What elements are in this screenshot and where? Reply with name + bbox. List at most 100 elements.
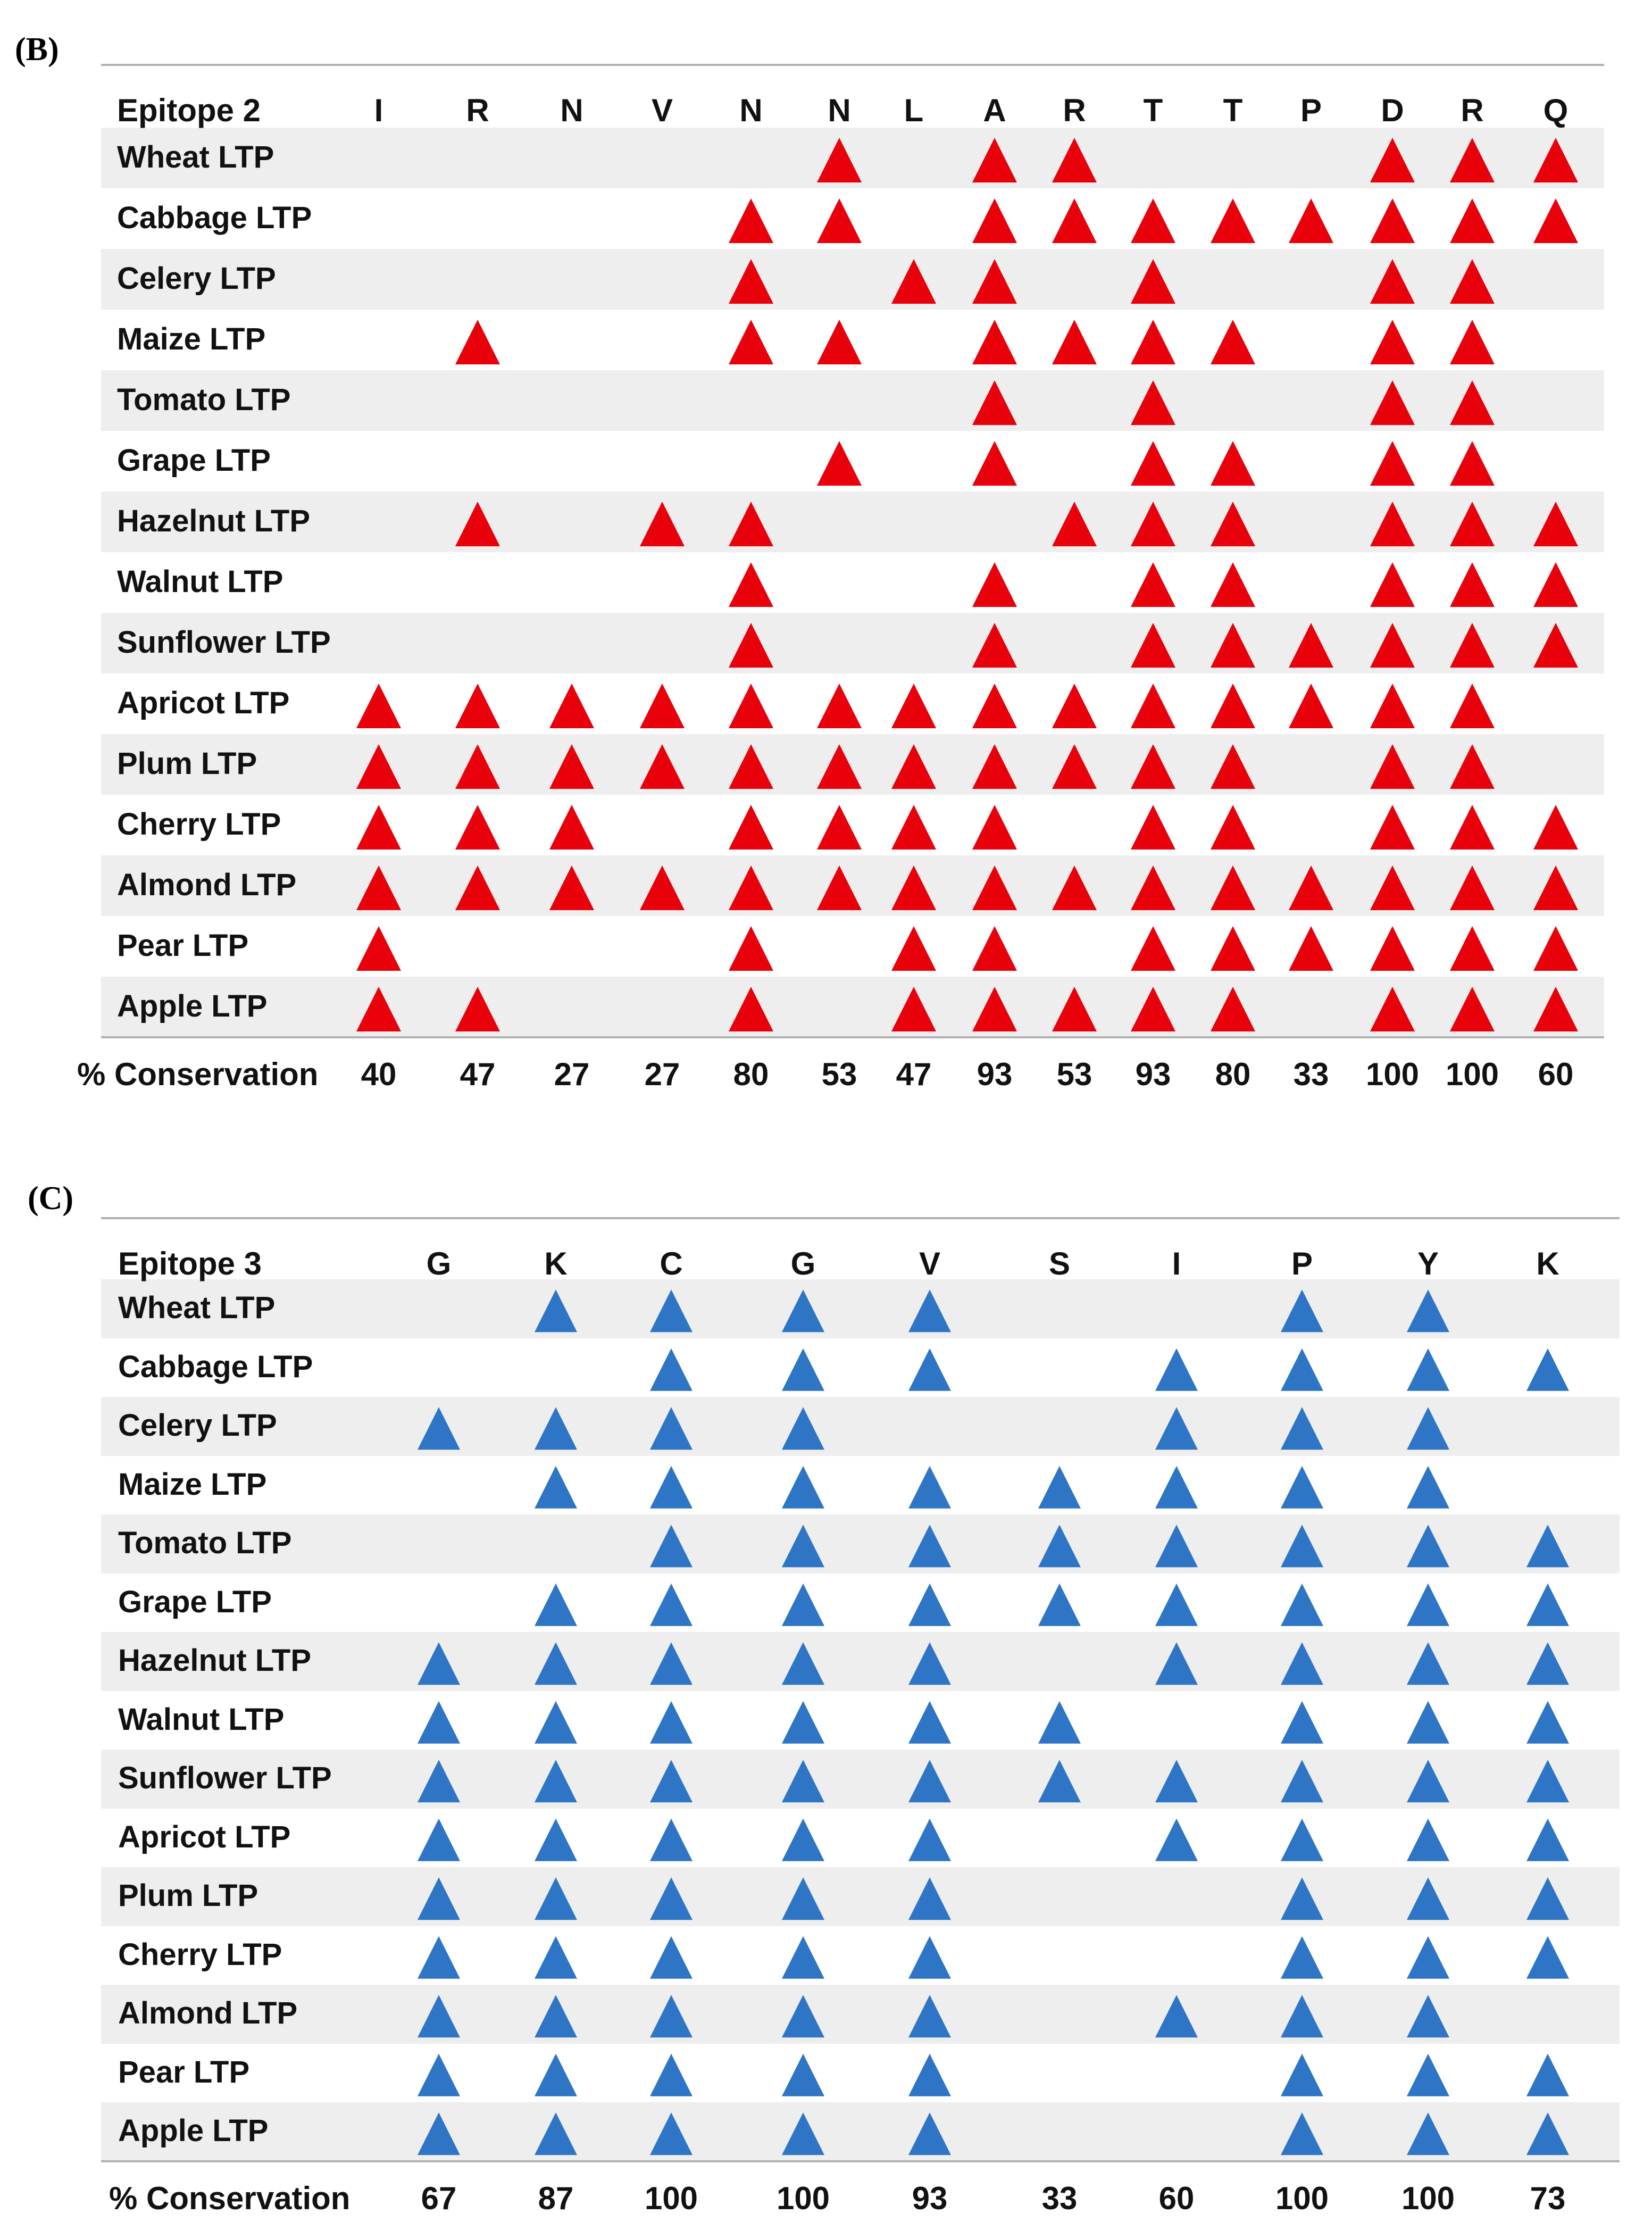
presence-marker bbox=[1370, 926, 1415, 971]
header-top-rule bbox=[101, 64, 1604, 66]
row-label: Cherry LTP bbox=[117, 807, 281, 842]
residue-header: I bbox=[374, 93, 383, 128]
presence-marker bbox=[535, 1407, 577, 1450]
conservation-value: 100 bbox=[1365, 1056, 1420, 1092]
presence-marker bbox=[650, 2053, 692, 2096]
conservation-value: 53 bbox=[1056, 1056, 1092, 1092]
presence-marker bbox=[1533, 138, 1578, 182]
row-label: Wheat LTP bbox=[118, 1290, 276, 1326]
row-band bbox=[101, 492, 1604, 552]
presence-marker bbox=[535, 1642, 577, 1685]
row-band bbox=[101, 1632, 1620, 1691]
row-label: Apple LTP bbox=[117, 989, 268, 1023]
presence-marker bbox=[1211, 865, 1255, 910]
presence-marker bbox=[1211, 987, 1255, 1031]
presence-marker bbox=[782, 1995, 824, 2038]
presence-marker bbox=[1526, 1348, 1569, 1391]
row-label: Pear LTP bbox=[117, 928, 249, 963]
presence-marker bbox=[1131, 865, 1175, 910]
presence-marker bbox=[1370, 138, 1415, 182]
presence-marker bbox=[817, 684, 862, 728]
residue-header: V bbox=[919, 1246, 941, 1281]
presence-marker bbox=[356, 684, 401, 728]
presence-marker bbox=[640, 865, 685, 910]
presence-marker bbox=[650, 1995, 692, 2038]
residue-header: K bbox=[1536, 1246, 1559, 1281]
presence-marker bbox=[1407, 1701, 1449, 1744]
presence-marker bbox=[782, 1466, 824, 1509]
presence-marker bbox=[1131, 320, 1175, 364]
presence-marker bbox=[1533, 623, 1578, 668]
presence-marker bbox=[729, 926, 773, 971]
presence-marker bbox=[1450, 562, 1495, 607]
presence-marker bbox=[1281, 1760, 1323, 1803]
row-label: Apricot LTP bbox=[118, 1819, 291, 1854]
presence-marker bbox=[729, 623, 773, 668]
presence-marker bbox=[1211, 684, 1255, 728]
presence-marker bbox=[356, 805, 401, 850]
residue-header: C bbox=[660, 1246, 683, 1281]
presence-marker bbox=[418, 1760, 460, 1803]
presence-marker bbox=[782, 1348, 824, 1391]
presence-marker bbox=[1533, 926, 1578, 971]
presence-marker bbox=[1052, 198, 1097, 243]
row-band bbox=[101, 2102, 1620, 2161]
presence-marker bbox=[1533, 502, 1578, 546]
presence-marker bbox=[1281, 2112, 1323, 2155]
presence-marker bbox=[1370, 562, 1415, 607]
presence-marker bbox=[1211, 320, 1255, 364]
row-band bbox=[101, 1985, 1620, 2044]
presence-marker bbox=[1526, 1642, 1569, 1685]
presence-marker bbox=[1370, 380, 1415, 425]
residue-header: I bbox=[1172, 1246, 1181, 1281]
presence-marker bbox=[1533, 865, 1578, 910]
presence-marker bbox=[1131, 259, 1175, 304]
row-label: Tomato LTP bbox=[117, 382, 291, 417]
presence-marker bbox=[1155, 1642, 1198, 1685]
row-label: Hazelnut LTP bbox=[118, 1643, 312, 1678]
presence-marker bbox=[782, 1877, 824, 1920]
row-band bbox=[101, 1397, 1620, 1456]
residue-header: A bbox=[983, 93, 1006, 128]
presence-marker bbox=[1052, 502, 1097, 546]
presence-marker bbox=[1450, 623, 1495, 668]
presence-marker bbox=[1450, 926, 1495, 971]
presence-marker bbox=[1052, 320, 1097, 364]
presence-marker bbox=[782, 1525, 824, 1568]
panel-label: (C) bbox=[28, 1180, 74, 1217]
presence-marker bbox=[1052, 865, 1097, 910]
presence-marker bbox=[640, 684, 685, 728]
presence-marker bbox=[1155, 1407, 1198, 1450]
residue-header: K bbox=[544, 1246, 568, 1281]
row-label: Maize LTP bbox=[118, 1467, 267, 1502]
row-label: Almond LTP bbox=[118, 1996, 298, 2031]
presence-marker bbox=[908, 2053, 951, 2096]
presence-marker bbox=[1211, 502, 1255, 546]
presence-marker bbox=[972, 865, 1017, 910]
presence-marker bbox=[972, 684, 1017, 728]
presence-marker bbox=[1281, 1642, 1323, 1685]
presence-marker bbox=[972, 198, 1017, 243]
presence-marker bbox=[549, 865, 594, 910]
presence-marker bbox=[1038, 1466, 1081, 1509]
row-label: Tomato LTP bbox=[118, 1526, 292, 1561]
presence-marker bbox=[1370, 502, 1415, 546]
presence-marker bbox=[1289, 623, 1333, 668]
presence-marker bbox=[535, 1877, 577, 1920]
row-label: Sunflower LTP bbox=[118, 1761, 332, 1796]
presence-marker bbox=[1155, 1760, 1198, 1803]
presence-marker bbox=[972, 320, 1017, 364]
conservation-value: 60 bbox=[1158, 2180, 1195, 2216]
presence-marker bbox=[1289, 926, 1333, 971]
row-label: Celery LTP bbox=[118, 1408, 277, 1443]
presence-marker bbox=[729, 865, 773, 910]
presence-marker bbox=[972, 805, 1017, 850]
presence-marker bbox=[782, 1701, 824, 1744]
residue-header: Q bbox=[1543, 93, 1568, 128]
presence-marker bbox=[418, 2112, 460, 2155]
presence-marker bbox=[356, 987, 401, 1031]
presence-marker bbox=[535, 1289, 577, 1333]
presence-marker bbox=[535, 1760, 577, 1803]
presence-marker bbox=[1370, 744, 1415, 789]
